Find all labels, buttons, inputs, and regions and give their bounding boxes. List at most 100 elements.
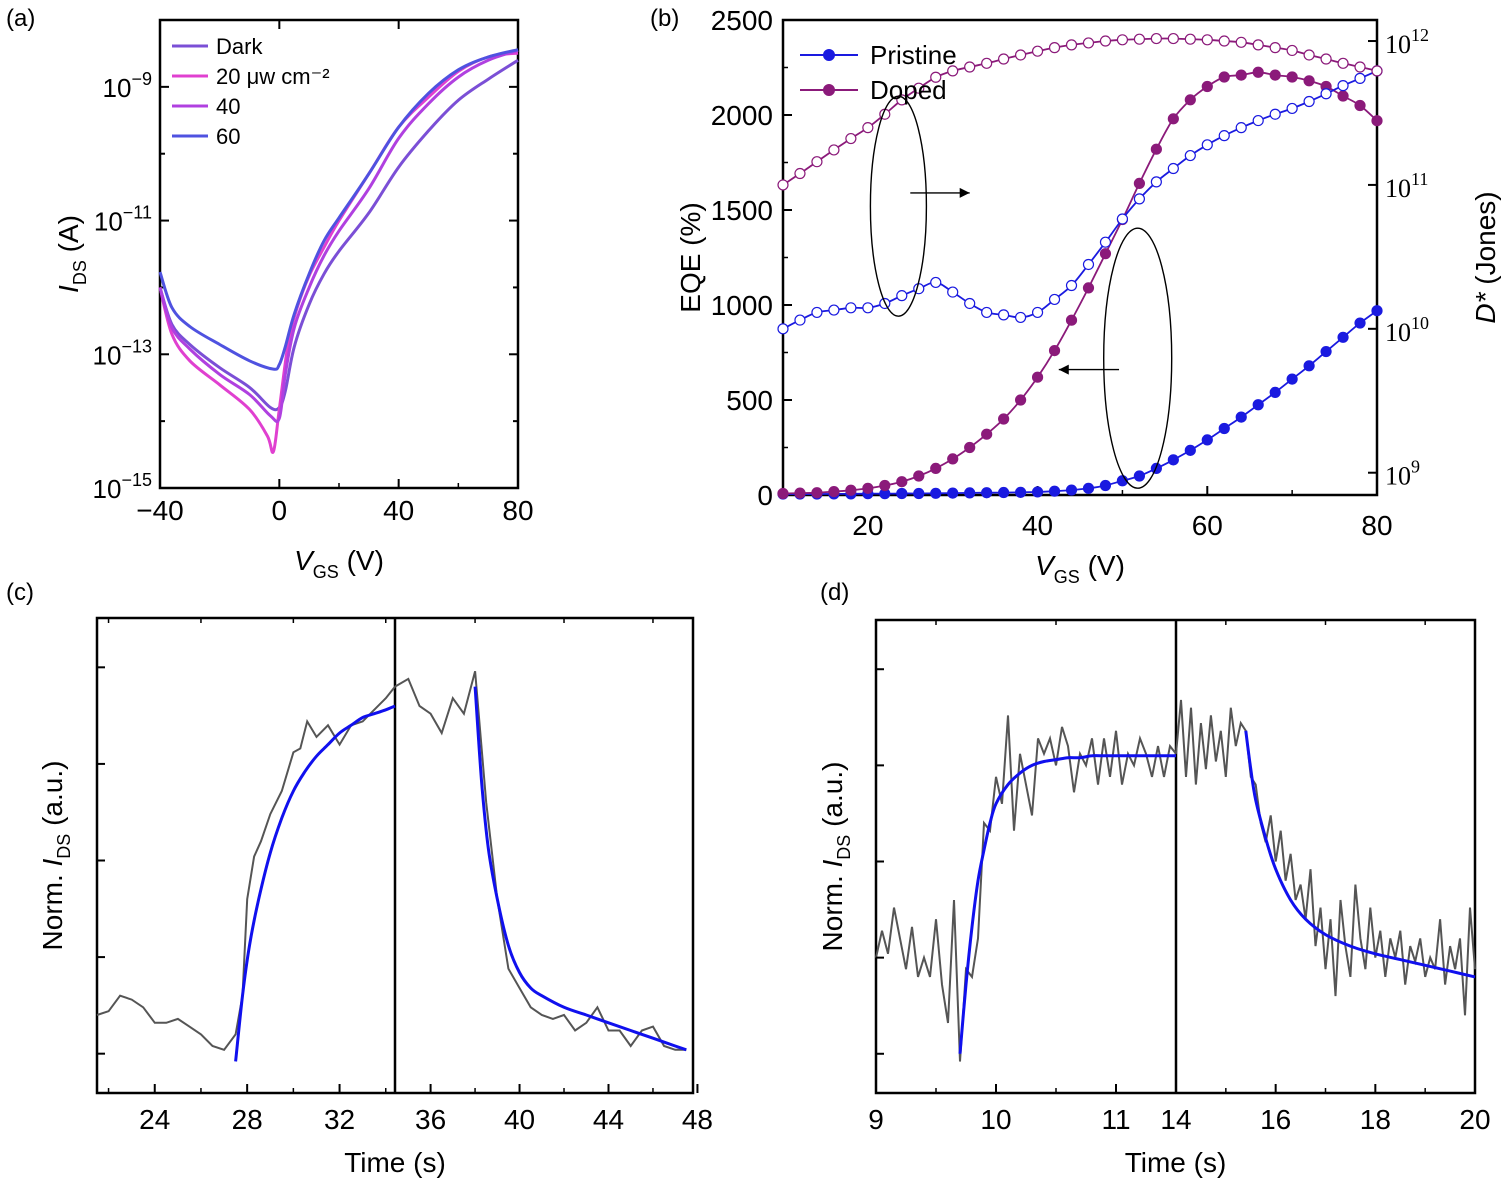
series-line-3: [158, 48, 519, 371]
data-point: [1065, 279, 1078, 292]
data-point: [1354, 72, 1366, 84]
y2-tick-label-exponent: 11: [1411, 169, 1428, 189]
data-point: [1252, 66, 1264, 78]
data-point: [1337, 80, 1349, 92]
y-axis-label-part-0: Norm.: [37, 866, 68, 950]
data-point: [1354, 61, 1366, 73]
data-point: [998, 413, 1010, 425]
data-point: [862, 482, 874, 494]
data-point: [828, 144, 840, 156]
x-axis-label-part-0: V: [294, 545, 315, 576]
data-point: [1082, 482, 1095, 494]
data-point: [1269, 386, 1281, 398]
legend-label-0: Pristine: [870, 40, 957, 70]
panel-c: (c) 24 28 32 36 40 44 48 Time (s) Norm. IDS (a.u.…: [6, 579, 713, 1178]
data-point: [1150, 143, 1162, 155]
y2-axis-label: D* (Jones): [1470, 191, 1501, 323]
data-point: [930, 487, 942, 499]
raw-data-line-1: [394, 670, 687, 1051]
data-point: [1371, 115, 1383, 127]
data-point: [930, 462, 942, 474]
legend-label-1: 20 μw cm⁻²: [216, 64, 330, 89]
fit-line-0: [958, 754, 1176, 1054]
y2-tick-label: 1010: [1385, 313, 1429, 347]
data-point: [998, 309, 1010, 321]
data-point: [1116, 213, 1129, 225]
data-point: [1201, 80, 1213, 93]
x-tick-label: 80: [1361, 510, 1392, 541]
data-point: [1286, 44, 1298, 57]
x-tick-label: 32: [324, 1104, 355, 1135]
data-point: [1184, 94, 1196, 106]
x-tick-label: 10: [980, 1104, 1011, 1135]
data-point: [794, 314, 806, 326]
data-point: [1014, 311, 1027, 324]
y-axis-label-part-2: (A): [53, 215, 84, 260]
x-tick-label: 60: [1192, 510, 1223, 541]
y-tick-label-base: 10: [93, 340, 122, 370]
x-tick-label: 20: [852, 510, 883, 541]
data-point: [1167, 32, 1179, 45]
y-axis-label-part-1: DS: [70, 260, 90, 285]
y2-tick-label-base: 10: [1385, 174, 1411, 203]
data-point: [998, 486, 1010, 499]
data-point: [1286, 373, 1298, 385]
data-point: [1031, 306, 1044, 319]
data-point: [1133, 177, 1146, 189]
data-point: [1286, 71, 1298, 83]
x-axis-label: VGS (V): [294, 545, 384, 582]
annotation-ellipse: [1103, 227, 1173, 489]
fit-line-1: [1244, 730, 1476, 979]
data-point: [845, 132, 857, 145]
y-tick-label: 500: [726, 385, 773, 416]
data-point: [947, 487, 959, 499]
data-point: [794, 167, 806, 180]
y2-axis-label-var: D*: [1470, 291, 1501, 323]
data-point: [1116, 34, 1129, 46]
y-tick-label: 2500: [711, 5, 773, 36]
data-point: [862, 302, 874, 314]
y-tick-label: 10−15: [93, 470, 152, 504]
data-point: [777, 323, 789, 335]
data-point: [879, 479, 891, 492]
raw-data-line-1: [1175, 699, 1476, 1016]
data-point: [1167, 162, 1179, 175]
y-tick-label: 10−9: [103, 69, 152, 103]
y2-tick-label-base: 10: [1385, 318, 1411, 347]
data-point: [1184, 33, 1196, 45]
raw-data-line-0: [96, 685, 396, 1051]
x-tick-label: 44: [593, 1104, 624, 1135]
data-point: [1354, 99, 1366, 112]
data-point: [981, 428, 993, 440]
data-point: [1303, 49, 1315, 61]
data-point: [896, 94, 908, 106]
data-point: [981, 306, 993, 319]
data-point: [1014, 394, 1027, 406]
data-point: [1150, 176, 1162, 188]
y2-axis-label-unit: (Jones): [1470, 191, 1501, 292]
data-point: [1048, 485, 1061, 497]
x-axis-label: Time (s): [1125, 1147, 1227, 1178]
y-tick-label: 0: [757, 480, 773, 511]
x-tick-label: 24: [139, 1104, 170, 1135]
y2-tick-label-base: 10: [1385, 30, 1411, 59]
data-point: [1320, 88, 1332, 100]
plot-frame: [158, 18, 520, 490]
data-point: [1201, 139, 1213, 151]
x-tick-label: 28: [232, 1104, 263, 1135]
legend-label-1: Doped: [870, 75, 947, 105]
x-tick-label: −40: [136, 495, 184, 526]
y-tick-label: 10−11: [94, 203, 152, 237]
data-point: [1235, 122, 1247, 134]
data-point: [1048, 345, 1061, 357]
data-point: [1184, 149, 1196, 162]
y-tick-label: 1000: [711, 290, 773, 321]
y-axis-label-part-2: DS: [54, 834, 74, 859]
fit-line-1: [473, 686, 687, 1052]
panel-label: (b): [650, 5, 679, 32]
annotation-ellipse: [869, 95, 928, 317]
y-tick-label-base: 10: [103, 73, 132, 103]
data-point: [1218, 35, 1230, 47]
data-point: [1303, 95, 1315, 108]
